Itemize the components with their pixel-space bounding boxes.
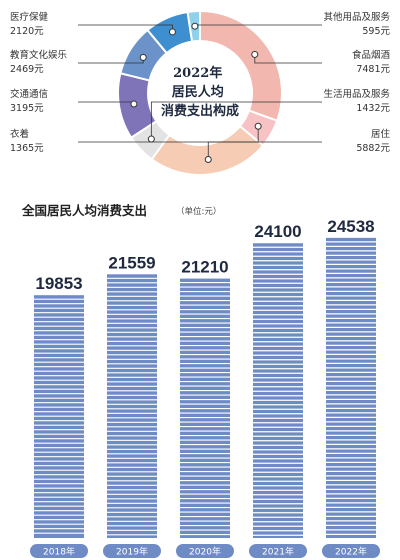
year-pill (103, 544, 161, 558)
year-pill (176, 544, 234, 558)
donut-label-value: 7481元 (356, 64, 390, 75)
donut-label-name: 食品烟酒 (352, 49, 391, 61)
year-pill (30, 544, 88, 558)
donut-hole (148, 41, 252, 145)
bar-value-label: 24100 (254, 222, 301, 241)
donut-leader-dot (147, 135, 155, 143)
donut-label-name: 教育文化娱乐 (10, 49, 68, 61)
donut-label-name: 其他用品及服务 (323, 11, 390, 23)
donut-label-value: 5882元 (356, 143, 390, 154)
bar-value-label: 21559 (108, 253, 155, 272)
donut-center-title-line-2: 居民人均 (172, 84, 224, 100)
bar-chart-title: 全国居民人均消费支出 (21, 203, 147, 218)
donut-center-title: 2022年 居民人均 消费支出构成 (161, 65, 239, 119)
donut-leader-dot (130, 100, 138, 108)
donut-label-value: 2120元 (10, 26, 44, 37)
donut-label-name: 生活用品及服务 (323, 88, 390, 100)
donut-leader-line (207, 141, 322, 160)
bar-group: 19853 2018年 21559 2019年 21210 2020年 24100 2021年… (30, 217, 380, 558)
donut-leader-line (150, 101, 322, 140)
x-tick-label: 2018年 (43, 546, 75, 558)
x-tick-label: 2021年 (262, 546, 294, 558)
donut-label-name: 医疗保健 (10, 11, 49, 23)
donut-leader-dot (204, 155, 212, 163)
donut-leader-dot (191, 22, 199, 30)
bar-value-label: 24538 (327, 217, 374, 236)
year-pill (249, 544, 307, 558)
bar-value-label: 21210 (181, 258, 228, 277)
donut-label-value: 3195元 (10, 103, 44, 114)
x-tick-label: 2022年 (335, 546, 367, 558)
donut-label-value: 2469元 (10, 64, 44, 75)
donut-label-name: 居住 (371, 128, 391, 140)
donut-center-title-line-3: 消费支出构成 (161, 103, 239, 119)
donut-label-value: 1365元 (10, 143, 44, 154)
x-tick-label: 2020年 (189, 546, 221, 558)
year-pill (322, 544, 380, 558)
donut-center-title-line-1: 2022年 (173, 65, 222, 81)
bar-chart-unit: （单位:元） (176, 206, 221, 217)
bar (326, 237, 376, 538)
donut-label-value: 1432元 (356, 103, 390, 114)
donut-leader-dot (254, 122, 262, 130)
donut-leader-dot (251, 50, 259, 58)
x-tick-label: 2019年 (116, 546, 148, 558)
bar-chart: 全国居民人均消费支出 （单位:元） 19853 2018年 21559 2019年 21… (21, 203, 380, 558)
bar-value-label: 19853 (35, 274, 82, 293)
donut-label-name: 交通通信 (10, 88, 48, 100)
donut-label-value: 595元 (362, 26, 390, 37)
donut-label-name: 衣着 (10, 128, 29, 140)
donut-leader-dot (139, 53, 147, 61)
donut-leader-dot (168, 28, 176, 36)
